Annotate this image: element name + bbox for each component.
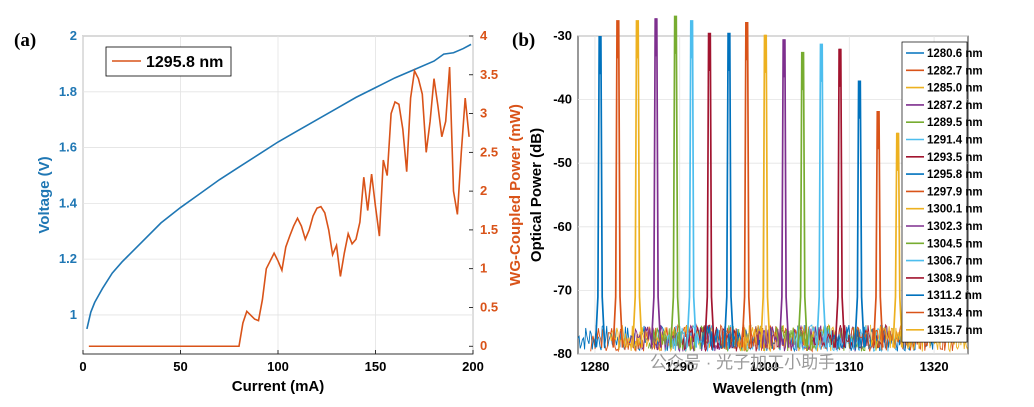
panel-b-xtick-1310: 1310 xyxy=(835,359,864,374)
legend-label-1315-7-nm: 1315.7 nm xyxy=(927,325,983,337)
peak-1302-3-nm xyxy=(778,39,790,348)
panel-a-ytick-right-1-5: 1.5 xyxy=(480,222,498,237)
panel-b-ytick-40: -40 xyxy=(553,92,572,107)
panel-b-xtick-1300: 1300 xyxy=(750,359,779,374)
peak-1295-8-nm xyxy=(723,32,735,348)
panel-a-label: (a) xyxy=(14,30,36,51)
legend-label-1313-4-nm: 1313.4 nm xyxy=(927,308,983,320)
peak-1300-1-nm xyxy=(759,34,771,348)
peak-1311-2-nm xyxy=(853,80,865,348)
panel-a-ticks: 0 50 100 150 200 1 1.2 1.4 1.6 1.8 2 0 0.5 1 1.5 2 2.5 3 3… xyxy=(59,28,498,374)
panel-a-grid xyxy=(82,35,474,354)
peak-1280-6-nm xyxy=(594,35,606,348)
panel-b-ylabel: Optical Power (dB) xyxy=(528,128,545,262)
legend-label-1306-7-nm: 1306.7 nm xyxy=(927,256,983,268)
panel-a-ytick-left-1: 1 xyxy=(70,307,77,322)
legend-label-1287-2-nm: 1287.2 nm xyxy=(927,100,983,112)
peak-1306-7-nm xyxy=(815,43,827,348)
panel-a-ytick-right-2: 2 xyxy=(480,183,487,198)
peak-1289-5-nm xyxy=(669,15,682,348)
panel-a-lines xyxy=(86,43,472,348)
panel-a-xlabel: Current (mA) xyxy=(232,378,325,395)
panel-a: (a) Current (mA) Voltage (V) WG-Coupled … xyxy=(14,28,524,395)
panel-a-xtick-100: 100 xyxy=(267,359,289,374)
panel-b-ticks: 1280 1290 1300 1310 1320 -30 -40 -50 -60 -70 -80 xyxy=(553,28,948,374)
legend-label-1302-3-nm: 1302.3 nm xyxy=(927,221,983,233)
panel-b: (b) Wavelength (nm) Optical Power (dB) 1… xyxy=(512,15,983,397)
legend-label-1295-8-nm: 1295.8 nm xyxy=(927,169,983,181)
panel-a-ytick-left-1-6: 1.6 xyxy=(59,140,77,155)
panel-a-ytick-left-1-4: 1.4 xyxy=(59,195,78,210)
peak-1285-0-nm xyxy=(631,20,643,348)
panel-b-xtick-1290: 1290 xyxy=(665,359,694,374)
series-voltage-line xyxy=(86,43,472,330)
panel-a-ytick-right-4: 4 xyxy=(480,28,488,43)
peak-1304-5-nm xyxy=(797,51,809,348)
legend-label-1311-2-nm: 1311.2 nm xyxy=(927,290,982,302)
panel-b-ytick-80: -80 xyxy=(553,346,572,361)
panel-b-noise xyxy=(577,323,968,353)
panel-a-xtick-50: 50 xyxy=(173,359,187,374)
panel-a-ytick-right-2-5: 2.5 xyxy=(480,144,498,159)
watermark: 公众号 · 光子加工小助手 xyxy=(650,353,835,372)
panel-b-xtick-1280: 1280 xyxy=(580,359,609,374)
series-power-line xyxy=(88,66,470,348)
panel-b-label: (b) xyxy=(512,30,535,51)
panel-a-ytick-right-0-5: 0.5 xyxy=(480,299,498,314)
panel-b-peaks xyxy=(594,15,904,348)
panel-a-ytick-left-1-2: 1.2 xyxy=(59,251,77,266)
noise-1297-9-nm xyxy=(719,323,823,353)
panel-a-ylabel-left: Voltage (V) xyxy=(36,156,53,233)
panel-b-ytick-50: -50 xyxy=(553,155,572,170)
legend-label-1285-0-nm: 1285.0 nm xyxy=(927,83,983,95)
legend-label-1300-1-nm: 1300.1 nm xyxy=(927,204,983,216)
peak-1308-9-nm xyxy=(834,48,846,348)
panel-a-ylabel-right: WG-Coupled Power (mW) xyxy=(507,104,524,286)
panel-a-ytick-right-0: 0 xyxy=(480,338,487,353)
panel-b-ytick-70: -70 xyxy=(553,282,572,297)
peak-1287-2-nm xyxy=(650,18,662,348)
legend-label-1295-8: 1295.8 nm xyxy=(146,54,223,71)
peak-1297-9-nm xyxy=(741,21,753,348)
panel-a-ytick-right-1: 1 xyxy=(480,261,487,276)
panel-b-xlabel: Wavelength (nm) xyxy=(713,380,833,397)
legend-label-1289-5-nm: 1289.5 nm xyxy=(927,117,983,129)
panel-b-ytick-30: -30 xyxy=(553,28,572,43)
legend-label-1308-9-nm: 1308.9 nm xyxy=(927,273,983,285)
peak-1293-5-nm xyxy=(703,32,715,348)
peak-1282-7-nm xyxy=(612,20,624,348)
panel-a-ytick-left-1-8: 1.8 xyxy=(59,84,77,99)
legend-label-1291-4-nm: 1291.4 nm xyxy=(927,135,983,147)
peak-1291-4-nm xyxy=(686,20,698,348)
panel-b-xtick-1320: 1320 xyxy=(920,359,949,374)
panel-b-ytick-60: -60 xyxy=(553,219,572,234)
peak-1315-7-nm xyxy=(892,132,904,348)
panel-a-legend: 1295.8 nm xyxy=(105,46,232,77)
panel-a-xtick-150: 150 xyxy=(365,359,387,374)
legend-label-1297-9-nm: 1297.9 nm xyxy=(927,186,983,198)
panel-a-ytick-right-3: 3 xyxy=(480,106,487,121)
panel-a-xtick-0: 0 xyxy=(79,359,86,374)
peak-1313-4-nm xyxy=(872,110,884,348)
legend-label-1304-5-nm: 1304.5 nm xyxy=(927,238,983,250)
panel-b-legend: 1280.6 nm 1282.7 nm 1285.0 nm 1287.2 nm 1289… xyxy=(901,41,983,343)
legend-label-1282-7-nm: 1282.7 nm xyxy=(927,65,983,77)
legend-label-1293-5-nm: 1293.5 nm xyxy=(927,152,983,164)
panel-a-ytick-right-3-5: 3.5 xyxy=(480,67,498,82)
legend-label-1280-6-nm: 1280.6 nm xyxy=(927,48,983,60)
panel-a-ytick-left-2: 2 xyxy=(70,28,77,43)
panel-a-xtick-200: 200 xyxy=(462,359,484,374)
